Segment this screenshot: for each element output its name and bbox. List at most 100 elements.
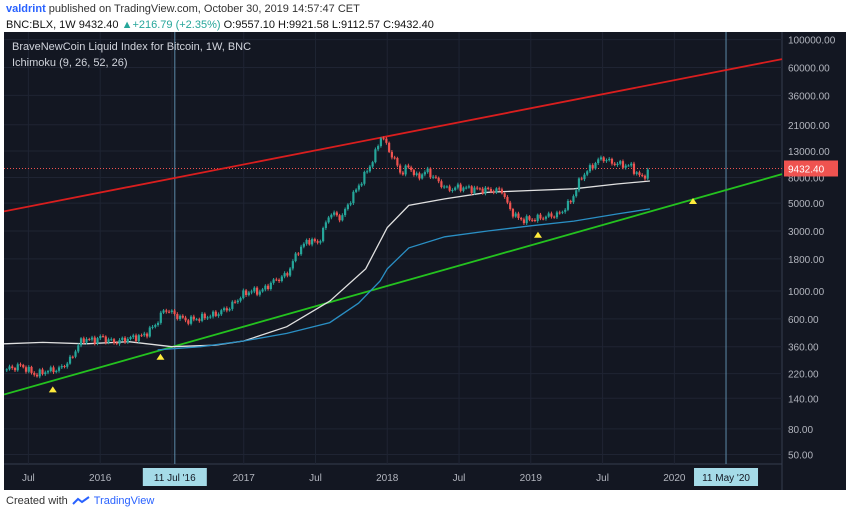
candle-body [93, 337, 96, 344]
candle-body [253, 287, 256, 292]
candle-body [344, 209, 347, 216]
candle-body [82, 338, 85, 343]
candle-body [533, 220, 537, 222]
candle-body [619, 161, 622, 164]
candle-body [195, 319, 198, 321]
candle-body [96, 338, 99, 344]
candle-body [52, 367, 55, 373]
support-trendline[interactable] [4, 173, 783, 396]
candle-body [511, 208, 515, 217]
candle-body [275, 279, 278, 281]
candle-body [143, 333, 146, 336]
date-marker-badge [142, 468, 207, 486]
candle-body [8, 366, 11, 370]
candle-body [434, 176, 438, 178]
candle-body [467, 186, 471, 188]
candle-body [162, 310, 165, 313]
candle-body [569, 200, 572, 203]
candle-body [371, 162, 374, 167]
candle-body [539, 214, 542, 219]
candle-body [465, 187, 468, 189]
candle-body [112, 339, 116, 343]
tradingview-brand[interactable]: TradingView [93, 495, 155, 507]
candle-body [484, 187, 487, 194]
candle-body [77, 345, 80, 352]
candle-body [277, 279, 281, 282]
candle-body [5, 369, 8, 371]
candle-body [308, 239, 311, 245]
candle-body [313, 239, 316, 242]
candle-body [646, 169, 649, 179]
candle-body [561, 211, 564, 213]
candle-body [481, 188, 484, 194]
candle-body [46, 371, 50, 373]
candle-body [514, 213, 517, 217]
low-value: L:9112.57 [331, 19, 380, 31]
author-link[interactable]: valdrint [6, 3, 46, 15]
pivot-marker-triangle [156, 353, 165, 360]
candle-body [316, 241, 319, 243]
candle-body [239, 298, 242, 301]
candle-body [145, 333, 149, 337]
candle-body [410, 167, 413, 171]
candle-body [27, 366, 30, 372]
candle-body [33, 372, 36, 375]
candle-body [616, 163, 619, 165]
candle-body [181, 315, 184, 318]
y-tick-label: 1800.00 [788, 255, 825, 266]
resistance-trendline[interactable] [4, 58, 783, 213]
candle-body [88, 338, 91, 340]
candle-body [495, 188, 498, 193]
candle-body [456, 184, 460, 188]
candle-body [250, 291, 253, 293]
candle-body [558, 212, 561, 214]
candle-body [544, 216, 548, 219]
candle-body [360, 183, 363, 186]
chart-background [4, 32, 846, 490]
candle-body [594, 163, 597, 169]
candle-body [261, 289, 264, 292]
candle-body [38, 369, 41, 377]
candle-body [500, 189, 504, 194]
candle-body [459, 184, 462, 191]
candle-body [555, 212, 559, 218]
candle-body [503, 193, 506, 197]
y-tick-label: 21000.00 [788, 121, 830, 132]
candle-body [506, 196, 509, 203]
candle-body [129, 337, 132, 339]
candle-body [231, 301, 234, 309]
candle-body [178, 315, 182, 319]
created-with-text: Created with [6, 495, 68, 507]
x-axis-panel[interactable] [4, 464, 782, 490]
y-axis-panel[interactable] [782, 32, 846, 490]
last-price-badge-label: 9432.40 [788, 164, 825, 175]
candle-body [286, 273, 289, 276]
candle-body [473, 187, 476, 194]
candle-body [363, 171, 366, 184]
candle-body [379, 138, 382, 147]
candle-body [35, 374, 39, 377]
y-tick-label: 60000.00 [788, 64, 830, 75]
candle-body [264, 285, 267, 290]
candle-body [266, 285, 270, 290]
candle-body [11, 366, 14, 368]
pivot-marker-triangle [48, 386, 57, 393]
candle-body [200, 313, 204, 321]
candle-body [187, 320, 190, 324]
candle-body [291, 261, 294, 269]
candle-body [49, 367, 52, 372]
close-value: C:9432.40 [383, 19, 434, 31]
candle-body [393, 157, 396, 159]
candle-body [214, 311, 217, 316]
candle-body [547, 213, 550, 217]
candle-body [225, 308, 228, 311]
candle-body [101, 336, 105, 338]
candle-body [415, 173, 418, 175]
indicator-label: Ichimoku (9, 26, 52, 26) [12, 57, 128, 69]
date-marker-badge [694, 468, 759, 486]
candle-body [173, 310, 176, 315]
candle-body [610, 158, 614, 164]
candle-body [217, 314, 220, 316]
candle-body [63, 366, 66, 368]
price-chart[interactable]: 100000.00 60000.00 36000.00 21000.00 13000.0… [4, 32, 846, 490]
